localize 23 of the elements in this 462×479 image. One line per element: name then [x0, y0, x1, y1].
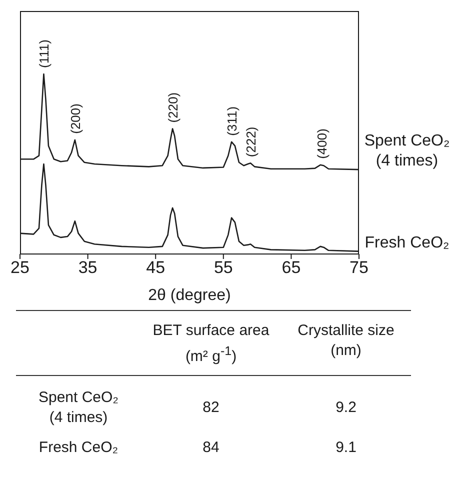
- text: Fresh CeO₂: [38, 438, 120, 458]
- text: 84: [202, 438, 220, 458]
- annotation: (111): [36, 40, 52, 68]
- text: 9.1: [334, 438, 358, 458]
- series-label: Fresh CeO₂: [364, 234, 450, 252]
- text: 9.2: [334, 398, 358, 418]
- x-tick-label: 65: [282, 258, 301, 278]
- x-axis-title: 2θ (degree): [148, 287, 231, 304]
- annotation: (311): [224, 106, 240, 136]
- x-tick-label: 45: [146, 258, 166, 278]
- text: Spent CeO₂ (4 times): [37, 388, 120, 428]
- x-tick-label: 75: [350, 258, 368, 278]
- annotation: (400): [314, 128, 330, 159]
- text: Crystallite size (nm): [296, 321, 396, 361]
- annotation: (222): [244, 126, 259, 158]
- text: 82: [202, 398, 220, 418]
- x-tick-label: 25: [10, 258, 30, 278]
- x-tick-label: 35: [78, 258, 98, 278]
- series-label: Spent CeO₂ (4 times): [364, 132, 450, 170]
- annotation: (220): [166, 92, 181, 123]
- text: BET surface area (m² g$^{-1}$): [152, 321, 270, 367]
- annotation: (200): [68, 104, 83, 134]
- x-tick-label: 55: [214, 258, 233, 278]
